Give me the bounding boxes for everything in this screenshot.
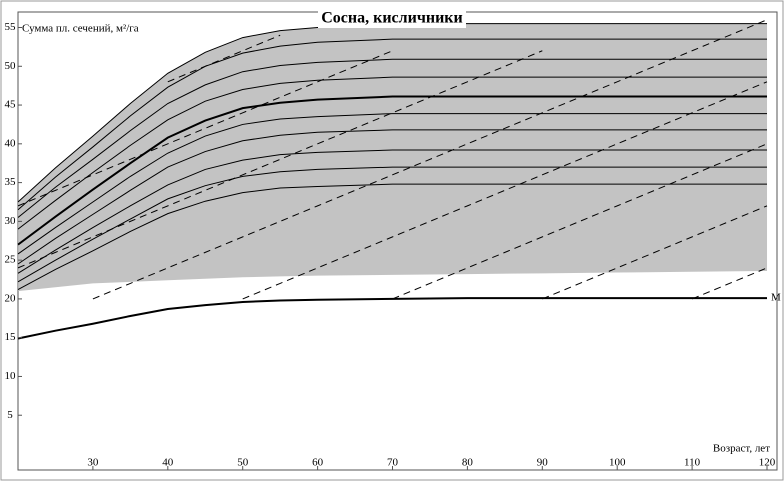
y-tick-label: 25 — [5, 254, 17, 266]
x-axis-label: Возраст, лет — [713, 443, 770, 455]
x-tick-label: 60 — [312, 457, 324, 469]
x-tick-label: 30 — [87, 457, 99, 469]
x-tick-label: 80 — [462, 457, 474, 469]
y-tick-label: 40 — [5, 137, 17, 149]
y-tick-label: 50 — [5, 60, 17, 72]
curve — [17, 166, 768, 283]
curve — [17, 95, 768, 246]
dashed-line — [167, 34, 281, 83]
y-tick-label: 20 — [5, 292, 17, 304]
curve — [17, 113, 768, 255]
y-axis-label: Сумма пл. сечений, м²/га — [22, 23, 139, 35]
dashed-line — [242, 81, 768, 300]
curve — [17, 149, 768, 274]
chart-title: Сосна, кисличники — [321, 10, 463, 27]
band — [18, 23, 768, 292]
y-tick-label: 30 — [5, 215, 17, 227]
plot-area — [17, 19, 768, 340]
curve — [17, 76, 768, 230]
dashed-line — [17, 50, 393, 207]
y-tick-label: 35 — [5, 176, 17, 188]
curve — [17, 297, 768, 340]
y-tick-label: 10 — [5, 370, 17, 382]
dashed-line — [92, 19, 768, 300]
x-tick-label: 50 — [237, 457, 249, 469]
curve — [17, 23, 768, 203]
dashed-line — [392, 143, 768, 300]
dashed-line — [691, 267, 768, 300]
x-tick-label: 100 — [609, 457, 626, 469]
x-tick-label: 40 — [162, 457, 174, 469]
curve — [17, 38, 768, 211]
y-tick-label: 55 — [5, 21, 17, 33]
y-tick-label: 5 — [7, 409, 13, 421]
title-bg — [318, 9, 466, 28]
x-tick-label: 90 — [537, 457, 549, 469]
x-tick-label: 70 — [387, 457, 399, 469]
y-tick-label: 45 — [5, 99, 17, 111]
dashed-line — [17, 50, 543, 269]
x-tick-label: 120 — [759, 457, 776, 469]
series-label: M — [771, 292, 781, 304]
curve — [17, 58, 768, 218]
y-tick-label: 15 — [5, 331, 17, 343]
curve — [17, 129, 768, 265]
x-tick-label: 110 — [684, 457, 701, 469]
dashed-line — [542, 205, 768, 300]
curve — [17, 183, 768, 291]
